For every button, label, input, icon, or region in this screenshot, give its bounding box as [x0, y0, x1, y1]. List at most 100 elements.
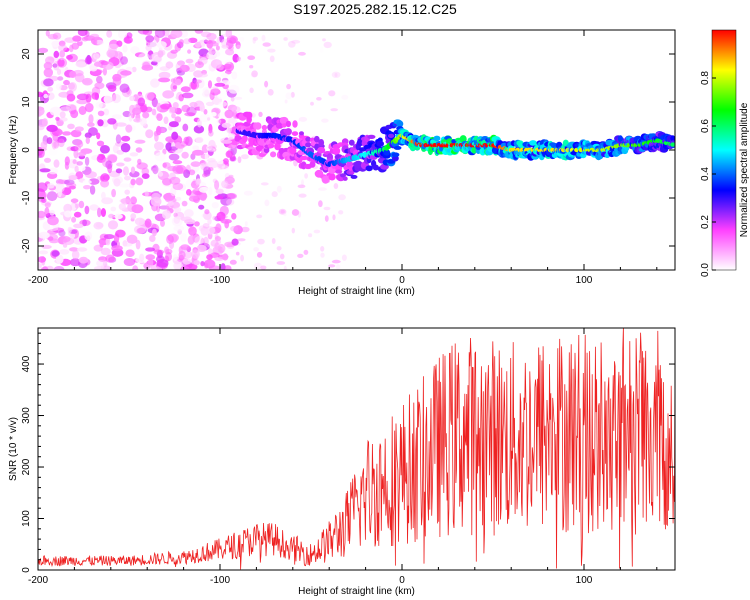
heatmap-cell — [188, 226, 197, 236]
heatmap-cell — [217, 159, 224, 165]
heatmap-cell — [195, 41, 201, 48]
heatmap-cell — [112, 73, 122, 82]
heatmap-cell — [120, 56, 128, 65]
heatmap-cell — [267, 89, 274, 96]
heatmap-cell — [236, 56, 242, 62]
heatmap-cell — [53, 50, 60, 59]
heatmap-cell — [298, 193, 307, 198]
heatmap-cell — [170, 30, 183, 38]
heatmap-cell — [233, 96, 243, 100]
heatmap-cell — [340, 173, 346, 178]
heatmap-cell — [308, 233, 313, 238]
heatmap-cell — [90, 33, 100, 39]
heatmap-cell — [367, 134, 376, 139]
heatmap-cell — [59, 249, 70, 255]
heatmap-cell — [125, 124, 133, 133]
heatmap-cell — [396, 120, 404, 128]
heatmap-cell — [216, 119, 222, 124]
heatmap-cell — [48, 226, 59, 232]
heatmap-cell — [195, 136, 204, 144]
heatmap-cell — [200, 41, 206, 48]
heatmap-cell — [253, 262, 262, 270]
heatmap-cell — [202, 53, 209, 58]
heatmap-cell — [313, 229, 321, 234]
heatmap-cell — [276, 261, 286, 265]
heatmap-cell — [214, 82, 226, 87]
heatmap-cell — [174, 116, 182, 123]
heatmap-cell — [214, 234, 219, 240]
heatmap-cell — [239, 58, 247, 62]
heatmap-cell — [68, 82, 75, 90]
heatmap-cell — [433, 135, 441, 142]
heatmap-cell — [225, 150, 233, 158]
heatmap-cell — [200, 163, 205, 167]
heatmap-cell — [245, 111, 253, 120]
heatmap-cell — [252, 36, 259, 41]
heatmap-cell — [194, 61, 204, 69]
heatmap-cell — [261, 124, 268, 131]
heatmap-cell — [53, 159, 60, 168]
heatmap-cell — [383, 149, 391, 156]
heatmap-cell — [305, 142, 312, 148]
heatmap-cell — [330, 108, 339, 112]
heatmap-cell — [103, 108, 110, 116]
heatmap-cell — [209, 91, 215, 101]
heatmap-cell — [175, 142, 182, 149]
heatmap-cell — [226, 80, 230, 86]
heatmap-cell — [168, 121, 179, 128]
heatmap-cell — [69, 44, 74, 53]
heatmap-cell — [44, 207, 50, 217]
heatmap-cell — [70, 109, 79, 119]
heatmap-cell — [126, 234, 138, 244]
heatmap-cell — [40, 141, 48, 150]
heatmap-cell — [160, 219, 165, 227]
heatmap-cell — [121, 135, 131, 142]
heatmap-cell — [214, 236, 221, 242]
heatmap-cell — [261, 129, 267, 134]
heatmap-cell — [251, 70, 258, 78]
heatmap-cell — [63, 79, 70, 86]
heatmap-cell — [38, 124, 45, 131]
heatmap-cell — [227, 145, 235, 150]
heatmap-cell — [247, 55, 256, 60]
heatmap-cell — [172, 102, 179, 109]
heatmap-cell — [84, 171, 97, 179]
heatmap-cell — [237, 238, 246, 242]
heatmap-cell — [120, 197, 133, 205]
heatmap-cell — [102, 174, 110, 181]
heatmap-cell — [206, 40, 214, 49]
heatmap-cell — [136, 227, 146, 234]
heatmap-cell — [100, 60, 109, 66]
heatmap-cell — [226, 198, 235, 206]
snr-x-tick-label: 0 — [399, 575, 405, 586]
heatmap-cell — [59, 50, 66, 58]
heatmap-cell — [132, 265, 139, 270]
heatmap-cell — [318, 187, 327, 191]
heatmap-cell — [47, 236, 54, 241]
heatmap-cell — [221, 72, 229, 79]
heatmap-cell — [141, 173, 150, 180]
heatmap-cell — [271, 191, 278, 198]
heatmap-cell — [38, 256, 47, 263]
heatmap-cell — [84, 205, 90, 215]
heatmap-cell — [281, 123, 287, 128]
heatmap-cell — [94, 266, 106, 270]
heatmap-cell — [38, 210, 46, 219]
snr-y-label: SNR (10 * v/v) — [8, 417, 19, 481]
heatmap-cell — [221, 44, 229, 49]
heatmap-cell — [274, 142, 281, 151]
heatmap-cell — [156, 113, 163, 121]
heatmap-cell — [72, 159, 77, 165]
heatmap-cell — [328, 264, 336, 268]
snr-axes-frame — [37, 327, 676, 571]
heatmap-cell — [288, 40, 296, 48]
heatmap-cell — [280, 209, 285, 214]
heatmap-cell — [107, 43, 119, 50]
heatmap-cell — [165, 61, 174, 69]
heatmap-cell — [150, 196, 162, 207]
heatmap-cell — [82, 219, 87, 227]
heatmap-cell — [71, 216, 77, 223]
heatmap-cell — [299, 155, 308, 161]
heatmap-cell — [106, 30, 113, 38]
heatmap-cell — [138, 53, 150, 61]
